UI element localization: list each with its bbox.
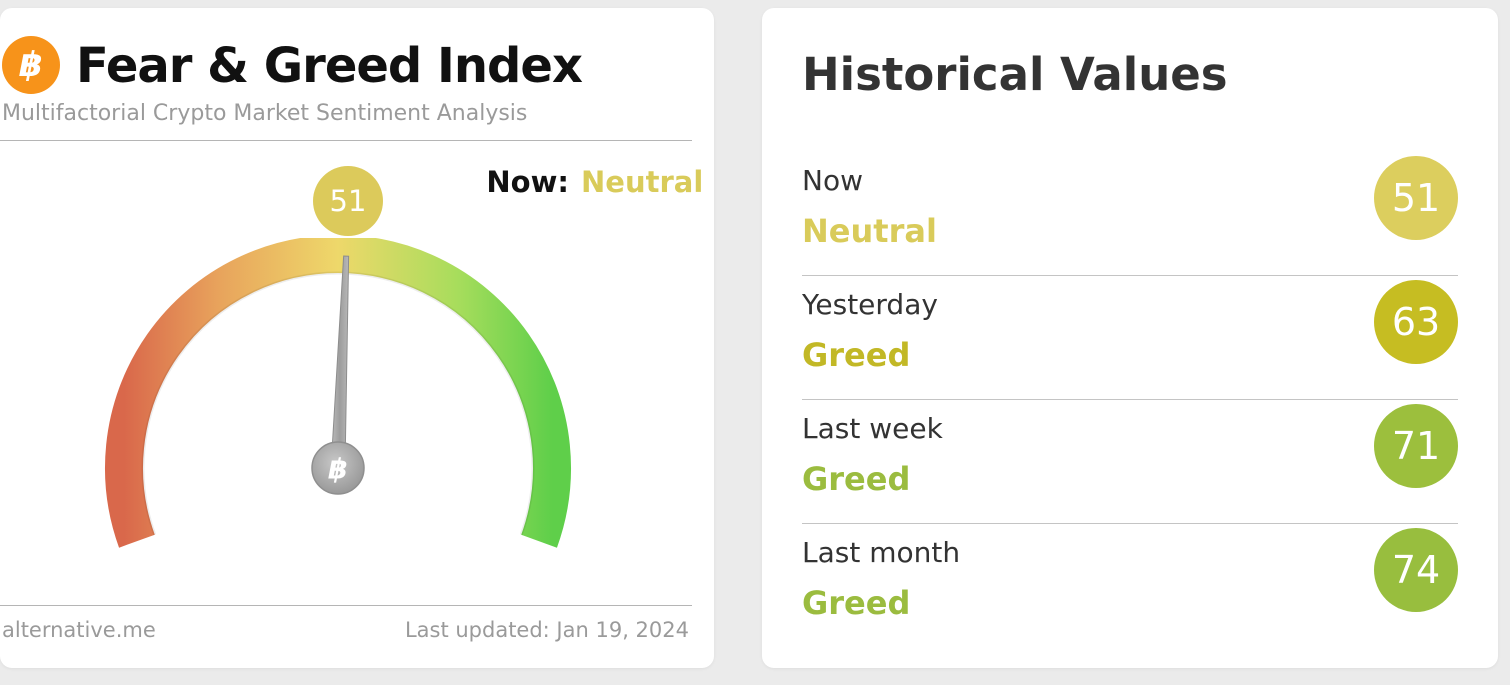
history-value-badge: 51: [1374, 156, 1458, 240]
fear-greed-card: ฿ Fear & Greed Index Multifactorial Cryp…: [0, 8, 714, 668]
bitcoin-logo-icon: ฿: [2, 36, 60, 94]
divider: [802, 399, 1458, 400]
history-row-now: Now Neutral 51: [802, 152, 1458, 276]
divider: [0, 605, 692, 606]
history-sentiment: Greed: [802, 460, 911, 498]
history-sentiment: Greed: [802, 336, 911, 374]
history-sentiment: Neutral: [802, 212, 937, 250]
source-link[interactable]: alternative.me: [2, 618, 156, 642]
gauge-needle: [330, 255, 350, 469]
index-value-badge: 51: [313, 166, 383, 236]
history-value-badge: 63: [1374, 280, 1458, 364]
history-period: Now: [802, 164, 863, 197]
now-sentiment-value: Neutral: [581, 165, 704, 199]
gauge-hub: [311, 441, 365, 495]
history-period: Last week: [802, 412, 943, 445]
history-row-last-week: Last week Greed 71: [802, 400, 1458, 524]
last-updated-text: Last updated: Jan 19, 2024: [404, 618, 689, 642]
widget-title: Fear & Greed Index: [76, 38, 583, 94]
historical-title: Historical Values: [802, 48, 1228, 101]
divider: [802, 275, 1458, 276]
historical-values-card: Historical Values Now Neutral 51 Yesterd…: [762, 8, 1498, 668]
history-row-yesterday: Yesterday Greed 63: [802, 276, 1458, 400]
gauge-hub-bitcoin-icon: ฿: [328, 453, 347, 486]
widget-subtitle: Multifactorial Crypto Market Sentiment A…: [2, 101, 528, 126]
gauge-chart: ฿: [105, 238, 571, 548]
divider: [802, 523, 1458, 524]
history-period: Yesterday: [802, 288, 938, 321]
gauge-arc-shadow: [141, 271, 535, 536]
history-sentiment: Greed: [802, 584, 911, 622]
divider: [0, 140, 692, 141]
history-value-badge: 71: [1374, 404, 1458, 488]
gauge-arc: [105, 238, 571, 548]
now-label: Now:: [486, 165, 569, 199]
history-value-badge: 74: [1374, 528, 1458, 612]
history-period: Last month: [802, 536, 961, 569]
history-row-last-month: Last month Greed 74: [802, 524, 1458, 648]
